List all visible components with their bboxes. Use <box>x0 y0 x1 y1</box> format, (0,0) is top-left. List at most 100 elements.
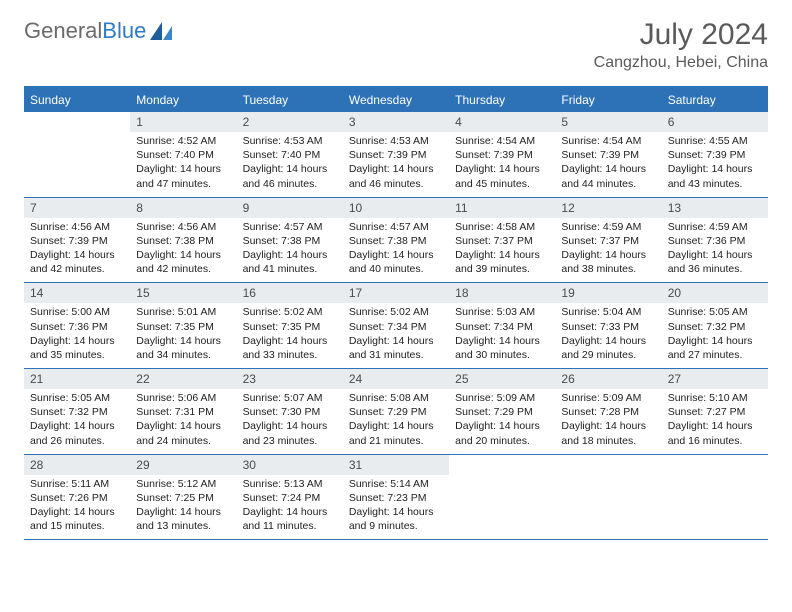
daylight-line: Daylight: 14 hours and 46 minutes. <box>349 162 443 190</box>
daylight-line: Daylight: 14 hours and 20 minutes. <box>455 419 549 447</box>
sunset-line: Sunset: 7:35 PM <box>243 320 337 334</box>
week-row: 21Sunrise: 5:05 AMSunset: 7:32 PMDayligh… <box>24 369 768 455</box>
sunset-line: Sunset: 7:39 PM <box>668 148 762 162</box>
day-info: Sunrise: 5:13 AMSunset: 7:24 PMDaylight:… <box>237 477 343 534</box>
day-number: 30 <box>237 455 343 475</box>
week-row: 14Sunrise: 5:00 AMSunset: 7:36 PMDayligh… <box>24 283 768 369</box>
day-cell: 31Sunrise: 5:14 AMSunset: 7:23 PMDayligh… <box>343 455 449 540</box>
day-number: 11 <box>449 198 555 218</box>
day-cell: 8Sunrise: 4:56 AMSunset: 7:38 PMDaylight… <box>130 198 236 283</box>
daylight-line: Daylight: 14 hours and 31 minutes. <box>349 334 443 362</box>
day-info: Sunrise: 4:56 AMSunset: 7:39 PMDaylight:… <box>24 220 130 277</box>
location-label: Cangzhou, Hebei, China <box>594 54 768 72</box>
day-number: 9 <box>237 198 343 218</box>
sunset-line: Sunset: 7:38 PM <box>136 234 230 248</box>
day-cell: 19Sunrise: 5:04 AMSunset: 7:33 PMDayligh… <box>555 283 661 368</box>
week-row: 7Sunrise: 4:56 AMSunset: 7:39 PMDaylight… <box>24 198 768 284</box>
sunset-line: Sunset: 7:27 PM <box>668 405 762 419</box>
day-info: Sunrise: 4:57 AMSunset: 7:38 PMDaylight:… <box>343 220 449 277</box>
daylight-line: Daylight: 14 hours and 38 minutes. <box>561 248 655 276</box>
day-info: Sunrise: 4:59 AMSunset: 7:37 PMDaylight:… <box>555 220 661 277</box>
sunset-line: Sunset: 7:23 PM <box>349 491 443 505</box>
sunrise-line: Sunrise: 5:11 AM <box>30 477 124 491</box>
sunset-line: Sunset: 7:40 PM <box>243 148 337 162</box>
day-number: 7 <box>24 198 130 218</box>
day-cell: 18Sunrise: 5:03 AMSunset: 7:34 PMDayligh… <box>449 283 555 368</box>
day-number: 27 <box>662 369 768 389</box>
day-number: 31 <box>343 455 449 475</box>
sunrise-line: Sunrise: 5:14 AM <box>349 477 443 491</box>
day-cell: 2Sunrise: 4:53 AMSunset: 7:40 PMDaylight… <box>237 112 343 197</box>
weekday-tuesday: Tuesday <box>237 88 343 112</box>
daylight-line: Daylight: 14 hours and 46 minutes. <box>243 162 337 190</box>
sunrise-line: Sunrise: 4:53 AM <box>349 134 443 148</box>
day-number: 24 <box>343 369 449 389</box>
day-info: Sunrise: 5:01 AMSunset: 7:35 PMDaylight:… <box>130 305 236 362</box>
day-number: 8 <box>130 198 236 218</box>
weekday-row: Sunday Monday Tuesday Wednesday Thursday… <box>24 88 768 112</box>
day-cell: 17Sunrise: 5:02 AMSunset: 7:34 PMDayligh… <box>343 283 449 368</box>
sunset-line: Sunset: 7:34 PM <box>349 320 443 334</box>
sunrise-line: Sunrise: 4:56 AM <box>30 220 124 234</box>
day-number: 28 <box>24 455 130 475</box>
daylight-line: Daylight: 14 hours and 24 minutes. <box>136 419 230 447</box>
sunrise-line: Sunrise: 5:12 AM <box>136 477 230 491</box>
sunset-line: Sunset: 7:37 PM <box>561 234 655 248</box>
weekday-monday: Monday <box>130 88 236 112</box>
weekday-thursday: Thursday <box>449 88 555 112</box>
sunrise-line: Sunrise: 4:54 AM <box>455 134 549 148</box>
sunset-line: Sunset: 7:32 PM <box>30 405 124 419</box>
sunset-line: Sunset: 7:26 PM <box>30 491 124 505</box>
sunset-line: Sunset: 7:24 PM <box>243 491 337 505</box>
weeks-container: 1Sunrise: 4:52 AMSunset: 7:40 PMDaylight… <box>24 112 768 540</box>
day-cell: 27Sunrise: 5:10 AMSunset: 7:27 PMDayligh… <box>662 369 768 454</box>
sunset-line: Sunset: 7:39 PM <box>30 234 124 248</box>
day-info: Sunrise: 4:58 AMSunset: 7:37 PMDaylight:… <box>449 220 555 277</box>
day-number: 26 <box>555 369 661 389</box>
daylight-line: Daylight: 14 hours and 11 minutes. <box>243 505 337 533</box>
sunrise-line: Sunrise: 5:06 AM <box>136 391 230 405</box>
sail-icon <box>150 22 176 40</box>
day-number: 13 <box>662 198 768 218</box>
sunset-line: Sunset: 7:31 PM <box>136 405 230 419</box>
sunrise-line: Sunrise: 4:58 AM <box>455 220 549 234</box>
daylight-line: Daylight: 14 hours and 42 minutes. <box>30 248 124 276</box>
day-cell: 16Sunrise: 5:02 AMSunset: 7:35 PMDayligh… <box>237 283 343 368</box>
day-info: Sunrise: 5:09 AMSunset: 7:28 PMDaylight:… <box>555 391 661 448</box>
day-cell: 1Sunrise: 4:52 AMSunset: 7:40 PMDaylight… <box>130 112 236 197</box>
sunrise-line: Sunrise: 5:04 AM <box>561 305 655 319</box>
sunset-line: Sunset: 7:25 PM <box>136 491 230 505</box>
day-info: Sunrise: 4:59 AMSunset: 7:36 PMDaylight:… <box>662 220 768 277</box>
day-cell: 9Sunrise: 4:57 AMSunset: 7:38 PMDaylight… <box>237 198 343 283</box>
day-cell: 15Sunrise: 5:01 AMSunset: 7:35 PMDayligh… <box>130 283 236 368</box>
daylight-line: Daylight: 14 hours and 18 minutes. <box>561 419 655 447</box>
day-number: 2 <box>237 112 343 132</box>
day-number: 29 <box>130 455 236 475</box>
day-info: Sunrise: 5:06 AMSunset: 7:31 PMDaylight:… <box>130 391 236 448</box>
sunrise-line: Sunrise: 4:54 AM <box>561 134 655 148</box>
sunset-line: Sunset: 7:30 PM <box>243 405 337 419</box>
day-number: 15 <box>130 283 236 303</box>
day-cell: 5Sunrise: 4:54 AMSunset: 7:39 PMDaylight… <box>555 112 661 197</box>
day-cell <box>24 112 130 197</box>
brand-logo: GeneralBlue <box>24 18 176 44</box>
daylight-line: Daylight: 14 hours and 15 minutes. <box>30 505 124 533</box>
brand-name-2: Blue <box>102 18 146 43</box>
sunset-line: Sunset: 7:39 PM <box>349 148 443 162</box>
day-cell: 13Sunrise: 4:59 AMSunset: 7:36 PMDayligh… <box>662 198 768 283</box>
sunrise-line: Sunrise: 5:10 AM <box>668 391 762 405</box>
daylight-line: Daylight: 14 hours and 41 minutes. <box>243 248 337 276</box>
daylight-line: Daylight: 14 hours and 39 minutes. <box>455 248 549 276</box>
day-info: Sunrise: 5:14 AMSunset: 7:23 PMDaylight:… <box>343 477 449 534</box>
daylight-line: Daylight: 14 hours and 47 minutes. <box>136 162 230 190</box>
day-info: Sunrise: 5:04 AMSunset: 7:33 PMDaylight:… <box>555 305 661 362</box>
day-cell: 14Sunrise: 5:00 AMSunset: 7:36 PMDayligh… <box>24 283 130 368</box>
title-block: July 2024 Cangzhou, Hebei, China <box>594 18 768 72</box>
daylight-line: Daylight: 14 hours and 43 minutes. <box>668 162 762 190</box>
weekday-friday: Friday <box>555 88 661 112</box>
daylight-line: Daylight: 14 hours and 33 minutes. <box>243 334 337 362</box>
sunrise-line: Sunrise: 5:00 AM <box>30 305 124 319</box>
day-cell: 7Sunrise: 4:56 AMSunset: 7:39 PMDaylight… <box>24 198 130 283</box>
calendar: Sunday Monday Tuesday Wednesday Thursday… <box>24 86 768 540</box>
week-row: 1Sunrise: 4:52 AMSunset: 7:40 PMDaylight… <box>24 112 768 198</box>
